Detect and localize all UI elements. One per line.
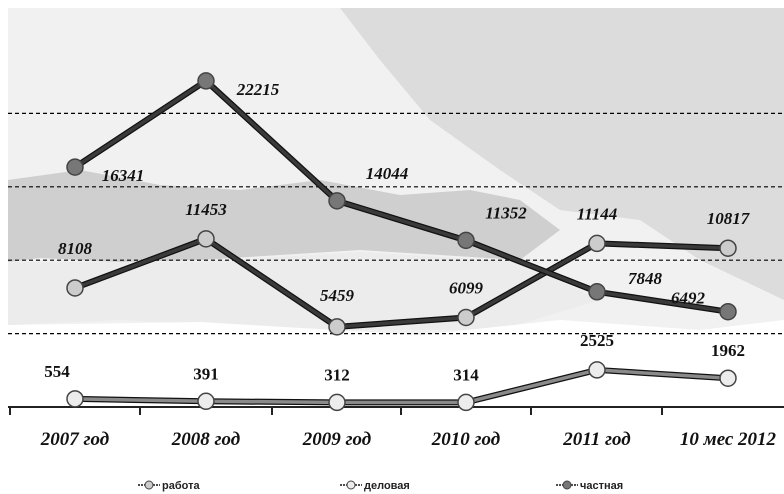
- x-tick-label: 10 мес 2012: [680, 429, 777, 450]
- series-line: [74, 368, 729, 405]
- x-tick-label: 2008 год: [171, 429, 240, 450]
- data-label: 11144: [577, 204, 618, 223]
- data-point: [719, 239, 737, 257]
- x-axis: [8, 406, 784, 415]
- data-point: [457, 393, 475, 412]
- data-label: 314: [453, 365, 479, 384]
- data-label: 391: [193, 364, 219, 383]
- legend-marker: [346, 480, 356, 490]
- background-photo: [8, 8, 784, 408]
- series-markers: [66, 72, 737, 412]
- data-point: [588, 283, 606, 301]
- series-line: [74, 237, 729, 329]
- data-point: [197, 230, 215, 248]
- x-tick-label: 2010 год: [431, 429, 500, 450]
- data-label: 11352: [485, 203, 527, 222]
- x-axis-labels: 2007 год 2008 год 2009 год 2010 год 2011 год…: [40, 429, 777, 450]
- legend-label: работа: [162, 480, 200, 492]
- data-point: [197, 392, 215, 411]
- data-point: [328, 393, 346, 412]
- data-point: [66, 279, 84, 297]
- x-tick-label: 2007 год: [40, 429, 109, 450]
- data-point: [457, 231, 475, 250]
- data-label: 11453: [185, 200, 227, 219]
- x-tick-label: 2009 год: [302, 429, 371, 450]
- data-label: 7848: [628, 269, 663, 288]
- x-tick-label: 2011 год: [562, 429, 630, 450]
- data-point: [719, 369, 737, 387]
- data-label: 14044: [366, 164, 409, 183]
- legend-label: частная: [580, 480, 623, 492]
- data-point: [457, 308, 475, 327]
- series-lines: [73, 77, 729, 406]
- data-label: 22215: [236, 80, 280, 99]
- data-point: [328, 318, 346, 336]
- data-label: 6099: [449, 278, 484, 297]
- legend-label: деловая: [364, 480, 410, 492]
- data-point: [66, 390, 84, 408]
- grid-lines: [8, 112, 784, 335]
- data-label: 312: [324, 365, 350, 384]
- legend-marker: [562, 480, 572, 490]
- legend: работа деловая частная: [138, 480, 623, 492]
- data-label: 10817: [707, 209, 751, 228]
- data-label: 5459: [320, 286, 355, 305]
- data-point: [197, 72, 215, 90]
- legend-marker: [144, 480, 154, 490]
- data-point: [588, 361, 606, 379]
- data-label: 2525: [580, 331, 614, 350]
- data-label: 8108: [58, 239, 93, 258]
- data-label: 16341: [102, 166, 145, 185]
- data-point: [719, 302, 737, 321]
- data-label: 6492: [671, 289, 706, 308]
- data-labels: 8108 11453 5459 6099 11144 10817 554 391 312 314 2…: [44, 80, 751, 385]
- data-label: 554: [44, 362, 70, 381]
- data-point: [588, 234, 606, 253]
- series-line: [74, 79, 729, 314]
- data-point: [328, 192, 346, 210]
- data-point: [66, 158, 84, 176]
- data-label: 1962: [711, 341, 745, 360]
